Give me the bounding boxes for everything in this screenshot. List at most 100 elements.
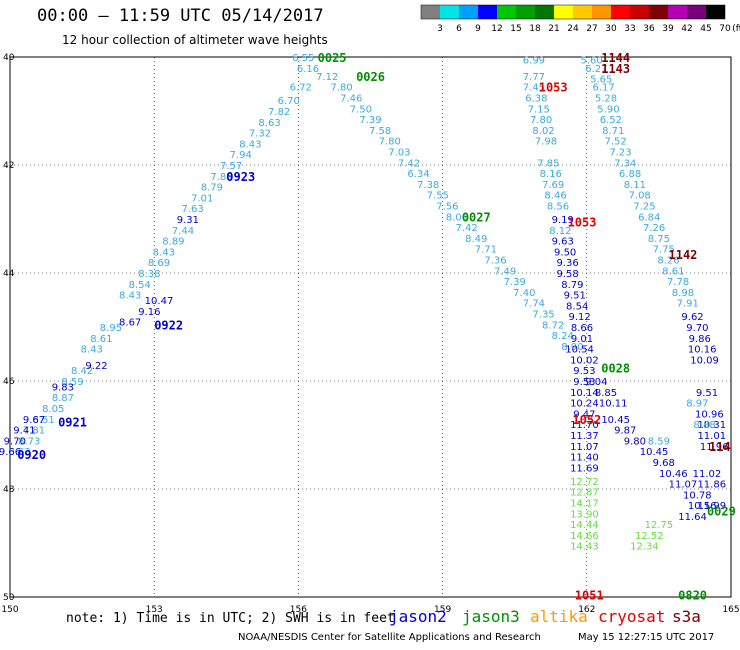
wave-height-value: 8.54: [566, 301, 588, 312]
wave-height-value: 7.08: [629, 191, 651, 202]
scale-label: 27: [586, 24, 597, 34]
pass-time-label: 0029: [707, 505, 736, 519]
wave-height-value: 7.91: [677, 299, 699, 310]
wave-height-value: 7.50: [350, 104, 372, 115]
pass-time-label: 1052: [572, 413, 601, 427]
wave-height-value: 8.11: [624, 180, 646, 191]
wave-height-value: 9.83: [52, 382, 74, 393]
wave-height-value: 7.57: [220, 161, 242, 172]
pass-time-label: 1053: [539, 81, 568, 95]
wave-height-value: 7.42: [456, 223, 478, 234]
wave-height-value: 7.03: [388, 148, 410, 159]
scale-swatch: [421, 5, 440, 19]
wave-height-value: 11.07: [570, 442, 599, 453]
longitude-label: 153: [146, 605, 163, 615]
wave-height-value: 9.04: [585, 377, 607, 388]
wave-height-value: 10.45: [640, 447, 669, 458]
wave-height-value: 7.44: [172, 226, 194, 237]
wave-height-value: 9.12: [568, 312, 590, 323]
latitude-label: 48: [3, 485, 15, 495]
wave-height-value: 7.52: [605, 137, 627, 148]
scale-label: 70: [719, 24, 731, 34]
wave-height-value: 9.41: [13, 426, 35, 437]
scale-swatch: [706, 5, 725, 19]
wave-height-value: 9.86: [689, 334, 711, 345]
wave-height-value: 7.01: [191, 193, 213, 204]
wave-height-value: 8.43: [81, 345, 103, 356]
latitude-label: 42: [3, 161, 14, 171]
scale-label: 6: [456, 24, 462, 34]
wave-height-value: 6.38: [525, 94, 547, 105]
scale-label: 42: [681, 24, 692, 34]
scale-label: 24: [567, 24, 579, 34]
wave-height-value: 7.80: [379, 137, 401, 148]
wave-height-value: 7.12: [316, 72, 338, 83]
wave-height-value: 7.75: [653, 245, 675, 256]
wave-height-value: 9.16: [138, 307, 160, 318]
wave-height-value: 8.95: [100, 323, 122, 334]
legend-jason2: jason2: [389, 607, 447, 626]
pass-time-label: 0026: [356, 70, 385, 84]
wave-height-value: 9.22: [85, 361, 107, 372]
latitude-label: 46: [3, 377, 15, 387]
wave-height-value: 11.64: [678, 512, 707, 523]
pass-time-label: 1053: [568, 216, 597, 230]
wave-height-value: 8.61: [90, 334, 112, 345]
wave-height-value: 7.69: [542, 180, 564, 191]
wave-height-value: 11.07: [669, 480, 698, 491]
pass-time-label: 0027: [462, 210, 491, 224]
scale-swatch: [649, 5, 668, 19]
wave-height-value: 10.56: [688, 501, 717, 512]
scale-border: [420, 4, 726, 20]
wave-height-value: 8.26: [657, 256, 679, 267]
wave-height-value: 9.36: [556, 258, 578, 269]
wave-height-value: 9.53: [573, 366, 595, 377]
wave-height-value: 9.53: [573, 377, 595, 388]
wave-height-value: 6.88: [619, 169, 641, 180]
scale-label: 9: [475, 24, 481, 34]
wave-height-value: 9.31: [177, 215, 199, 226]
wave-height-value: 14.17: [570, 499, 599, 510]
wave-height-value: 11.40: [570, 453, 599, 464]
wave-height-value: 7.77: [523, 72, 545, 83]
wave-height-value: 6.34: [407, 169, 429, 180]
wave-height-value: 9.66: [0, 447, 21, 458]
wave-height-value: 7.56: [436, 202, 458, 213]
scale-label: 21: [548, 24, 559, 34]
wave-height-value: 7.49: [494, 266, 516, 277]
map-subtitle: 12 hour collection of altimeter wave hei…: [62, 33, 328, 47]
map-frame: [9, 56, 732, 598]
scale-swatch: [440, 5, 459, 19]
pass-time-label: 0025: [318, 51, 347, 65]
scale-swatch: [516, 5, 535, 19]
wave-height-value: 7.80: [331, 83, 353, 94]
wave-height-value: 7.35: [532, 310, 554, 321]
wave-height-value: 9.58: [556, 269, 578, 280]
wave-height-value: 7.46: [340, 94, 362, 105]
wave-height-value: 8.51: [33, 415, 55, 426]
wave-height-value: 7.94: [230, 150, 252, 161]
wave-height-value: 10.24: [570, 399, 599, 410]
wave-height-value: 7.32: [249, 129, 271, 140]
wave-height-value: 7.78: [667, 277, 689, 288]
wave-height-value: 7.81: [23, 426, 45, 437]
latitude-label: 40: [3, 53, 15, 63]
pass-time-label: 1143: [601, 62, 630, 76]
wave-height-value: 7.39: [504, 277, 526, 288]
wave-height-value: 10.11: [599, 399, 628, 410]
wave-height-value: 11.69: [570, 463, 599, 474]
wave-height-value: 7.42: [398, 158, 420, 169]
wave-height-value: 10.78: [683, 490, 712, 501]
wave-height-value: 9.68: [653, 458, 675, 469]
scale-swatch: [554, 5, 573, 19]
longitude-label: 165: [722, 605, 739, 615]
longitude-label: 156: [290, 605, 307, 615]
wave-height-value: 8.38: [138, 269, 160, 280]
legend-cryosat: cryosat: [598, 607, 666, 626]
wave-height-value: 6.84: [638, 212, 660, 223]
wave-height-value: 14.43: [570, 542, 599, 553]
wave-height-value: 11.70: [570, 420, 599, 431]
pass-time-label: 0922: [154, 318, 183, 332]
wave-height-value: 10.45: [601, 415, 630, 426]
wave-height-value: 8.05: [42, 404, 64, 415]
